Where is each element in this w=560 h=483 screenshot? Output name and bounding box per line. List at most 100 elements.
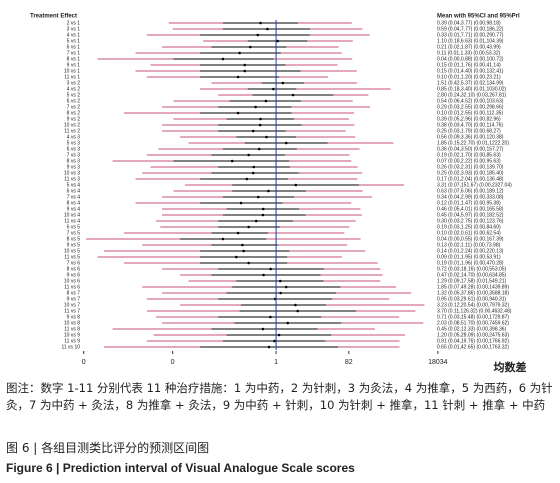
row-label: 11 vs 8 [64,326,80,332]
row-value-text: 1.51 (0.42,5.37) (0.02,134.99) [437,80,504,86]
row-value-text: 0.46 (0.05,4.01) (0.00,165.58) [437,206,504,212]
row-label: 9 vs 6 [67,272,81,278]
row-label: 11 vs 1 [64,74,80,80]
mean-point [221,237,225,241]
row-value-text: 3.23 (0.12,20.54) (0.00,7979.32) [437,302,509,308]
row-value-text: 0.72 (0.03,18.16) (0.00,553.05) [437,266,507,272]
mean-point [247,225,250,229]
mean-point [267,345,271,349]
row-label: 5 vs 2 [67,92,81,98]
mean-point [245,177,249,181]
row-label: 10 vs 4 [64,212,80,218]
row-label: 11 vs 5 [64,254,80,260]
row-label: 8 vs 7 [67,290,81,296]
mean-point [277,333,281,337]
mean-point [254,105,257,109]
row-label: 9 vs 8 [67,314,81,320]
row-label: 7 vs 5 [67,230,81,236]
row-value-text: 0.10 (0.01,1.20) (0.00,23.21) [437,74,501,80]
row-label: 6 vs 2 [67,98,81,104]
row-label: 2 vs 1 [67,20,81,26]
caption-title-en: Figure 6 | Prediction interval of Visual… [6,461,355,475]
caption-title-cn: 图 6 | 各组目测类比评分的预测区间图 [6,441,210,455]
chart: Treatment Effect Mean with 95%CI and 95%… [30,14,527,374]
row-label: 9 vs 1 [67,62,81,68]
mean-point [281,81,285,85]
row-label: 9 vs 7 [67,296,81,302]
row-value-text: 0.29 (0.03,2.55) (0.00,298.66) [437,104,504,110]
row-value-text: 0.59 (0.04,7.77) (0.00,186.22) [437,26,504,32]
row-value-text: 0.39 (0.04,3.77) (0.00,98.18) [437,20,501,26]
mean-point [272,87,275,91]
row-value-text: 1.85 (0.07,49.28) (0.00,1439.89) [437,284,509,290]
row-value-text: 0.12 (0.01,1.47) (0.00,95.38) [437,200,501,206]
row-label: 8 vs 3 [67,158,81,164]
mean-point [251,171,255,175]
row-label: 3 vs 1 [67,26,81,32]
row-value-text: 0.14 (0.01,2.24) (0.00,220.13) [437,248,504,254]
row-value-text: 0.19 (0.01,1.96) (0.00,470.28) [437,260,504,266]
row-value-text: 0.38 (0.03,4.70) (0.00,114.76) [437,122,503,128]
row-value-text: 0.13 (0.02,1.11) (0.00,73.98) [437,242,501,248]
row-label: 8 vs 6 [67,266,81,272]
row-label: 10 vs 7 [64,302,80,308]
row-value-text: 0.15 (0.01,1.76) (0.00,41.14) [437,62,501,68]
mean-point [284,141,288,145]
row-value-text: 0.85 (0.18,3.40) (0.01,1030.02) [437,86,507,92]
row-label: 3 vs 2 [67,80,81,86]
row-label: 9 vs 3 [67,164,81,170]
row-value-text: 0.65 (0.01,42.65) (0.00,1763.32) [437,344,509,350]
row-value-text: 0.09 (0.01,1.95) (0.00,53.91) [437,254,501,260]
mean-point [242,249,245,253]
header-left: Treatment Effect [30,14,77,20]
mean-point [269,267,272,271]
row-value-text: 0.26 (0.03,2.31) (0.00,139.70) [437,164,504,170]
mean-point [294,183,298,187]
row-value-text: 0.11 (0.01,1.33) (0.00,53.32) [437,50,501,56]
mean-point [247,261,250,265]
row-value-text: 0.91 (0.04,19.76) (0.00,1766.92) [437,338,509,344]
row-value-text: 0.56 (0.09,3.36) (0.00,120.38) [437,134,504,140]
mean-point [269,315,272,319]
mean-point [266,27,269,31]
row-label: 8 vs 1 [67,56,81,62]
row-label: 10 vs 5 [64,248,80,254]
x-tick-label: 0 [171,359,175,366]
row-value-text: 0.30 (0.03,2.75) (0.00,123.76) [437,218,504,224]
row-label: 8 vs 2 [67,110,81,116]
row-label: 10 vs 3 [64,170,80,176]
row-value-text: 0.34 (0.04,2.99) (0.00,333.08) [437,194,504,200]
row-label: 5 vs 4 [67,182,81,188]
mean-point [259,117,262,121]
row-value-text: 0.45 (0.04,5.97) (0.00,182.52) [437,212,504,218]
mean-point [278,279,282,283]
row-label: 7 vs 2 [67,104,81,110]
row-value-text: 1.10 (0.18,6.63) (0.01,104.39) [437,38,504,44]
mean-point [230,159,234,163]
row-value-text: 3.70 (0.11,126.32) (0.00,4632.48) [437,308,512,314]
row-value-text: 0.33 (0.01,7.71) (0.00,290.77) [437,32,504,38]
row-value-text: 2.80 (0.24,32.10) (0.03,267.81) [437,92,507,98]
mean-point [286,321,290,325]
mean-point [236,231,240,235]
mean-point [273,339,276,343]
mean-point [243,63,247,67]
row-value-text: 0.07 (0.00,2.22) (0.00,95.63) [437,158,501,164]
row-label: 9 vs 4 [67,206,81,212]
mean-point [251,129,255,133]
row-value-text: 1.29 (0.09,17.58) (0.01,549.21) [437,278,507,284]
row-label: 4 vs 2 [67,86,81,92]
x-tick-label: 1 [274,359,278,366]
row-label: 11 vs 7 [64,308,80,314]
row-label: 6 vs 4 [67,188,81,194]
row-label: 8 vs 5 [67,236,81,242]
row-value-text: 0.15 (0.01,4.40) (0.00,132.41) [437,68,504,74]
row-value-text: 0.04 (0.00,0.88) (0.00,100.72) [437,56,504,62]
mean-point [279,291,282,295]
mean-point [291,93,295,97]
header-right: Mean with 95%CI and 95%PrI [437,14,520,20]
mean-point [249,45,252,49]
row-label: 6 vs 1 [67,44,81,50]
row-label: 10 vs 2 [64,122,80,128]
